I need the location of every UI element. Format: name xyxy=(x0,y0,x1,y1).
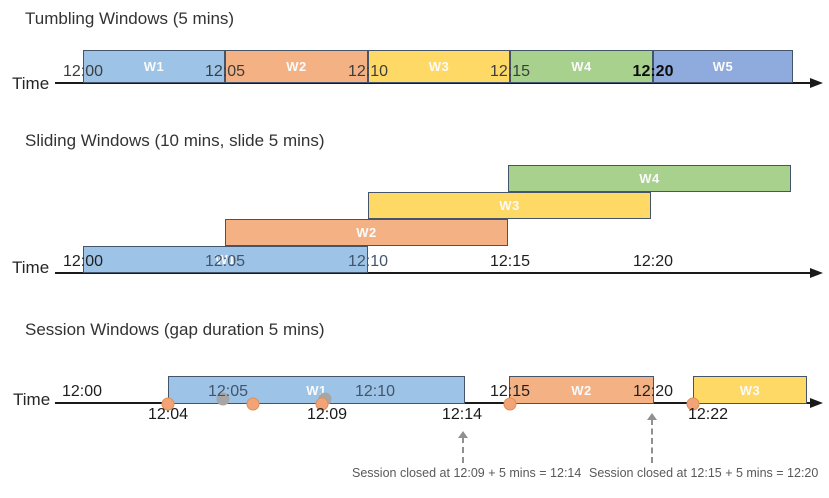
session-close-note: Session closed at 12:15 + 5 mins = 12:20 xyxy=(589,466,819,480)
tick-label: 12:20 xyxy=(632,383,674,400)
window-label: W3 xyxy=(499,198,520,213)
event-dot xyxy=(161,397,175,411)
window-box-w5: W5 xyxy=(653,50,793,83)
window-label: W3 xyxy=(428,59,450,74)
session-close-note: Session closed at 12:09 + 5 mins = 12:14 xyxy=(352,466,582,480)
time-axis-line xyxy=(55,82,810,84)
dashed-arrow-line xyxy=(462,437,464,463)
sliding-section-title: Sliding Windows (10 mins, slide 5 mins) xyxy=(25,131,325,150)
window-label: W1 xyxy=(215,252,236,267)
window-label: W2 xyxy=(286,59,307,74)
time-axis-line xyxy=(55,272,810,274)
dashed-arrowhead-icon xyxy=(458,431,468,438)
tick-label: 12:20 xyxy=(632,63,674,80)
session-section-title: Session Windows (gap duration 5 mins) xyxy=(25,320,325,339)
axis-arrowhead-icon xyxy=(810,268,823,278)
event-dot xyxy=(315,397,329,411)
window-box-w1: W1 xyxy=(83,246,368,273)
event-time-label: 12:22 xyxy=(687,406,729,423)
event-time-label: 12:09 xyxy=(306,406,348,423)
window-label: W4 xyxy=(639,171,660,186)
window-label: W2 xyxy=(356,225,377,240)
event-dot xyxy=(503,397,517,411)
mark-dot xyxy=(216,392,230,406)
window-box-w4: W4 xyxy=(508,165,791,192)
window-label: W4 xyxy=(571,59,592,74)
window-box-w3: W3 xyxy=(693,376,807,404)
event-time-label: 12:04 xyxy=(147,406,189,423)
event-time-label: 12:14 xyxy=(441,406,483,423)
axis-arrowhead-icon xyxy=(810,398,823,408)
time-axis-label: Time xyxy=(12,258,50,277)
tick-label: 12:05 xyxy=(204,253,246,270)
window-label: W2 xyxy=(571,382,592,398)
window-box-w2: W2 xyxy=(509,376,654,404)
window-box-w2: W2 xyxy=(225,219,508,246)
tick-label: 12:20 xyxy=(632,253,674,270)
tick-label: 12:10 xyxy=(354,383,396,400)
tick-label: 12:15 xyxy=(489,383,531,400)
window-label: W3 xyxy=(739,382,761,398)
event-dot xyxy=(246,397,260,411)
event-dot xyxy=(686,397,700,411)
window-box-w4: W4 xyxy=(510,50,653,83)
window-label: W5 xyxy=(712,59,734,74)
tick-label: 12:10 xyxy=(347,63,389,80)
dashed-arrow-line xyxy=(651,419,653,463)
tick-label: 12:05 xyxy=(204,63,246,80)
tick-label: 12:00 xyxy=(62,253,104,270)
dashed-arrowhead-icon xyxy=(647,413,657,420)
window-label: W1 xyxy=(143,59,165,74)
tick-label: 12:00 xyxy=(62,63,104,80)
axis-arrowhead-icon xyxy=(810,78,823,88)
tick-label: 12:05 xyxy=(207,383,249,400)
tick-label: 12:15 xyxy=(489,63,531,80)
time-axis-label: Time xyxy=(12,74,50,93)
window-box-w1: W1 xyxy=(83,50,225,83)
tick-label: 12:10 xyxy=(347,253,389,270)
time-axis-label: Time xyxy=(13,390,51,409)
tumbling-section-title: Tumbling Windows (5 mins) xyxy=(25,9,235,28)
tick-label: 12:15 xyxy=(489,253,531,270)
tick-label: 12:00 xyxy=(61,383,103,400)
window-box-w3: W3 xyxy=(368,50,510,83)
window-box-w3: W3 xyxy=(368,192,651,219)
window-box-w2: W2 xyxy=(225,50,368,83)
